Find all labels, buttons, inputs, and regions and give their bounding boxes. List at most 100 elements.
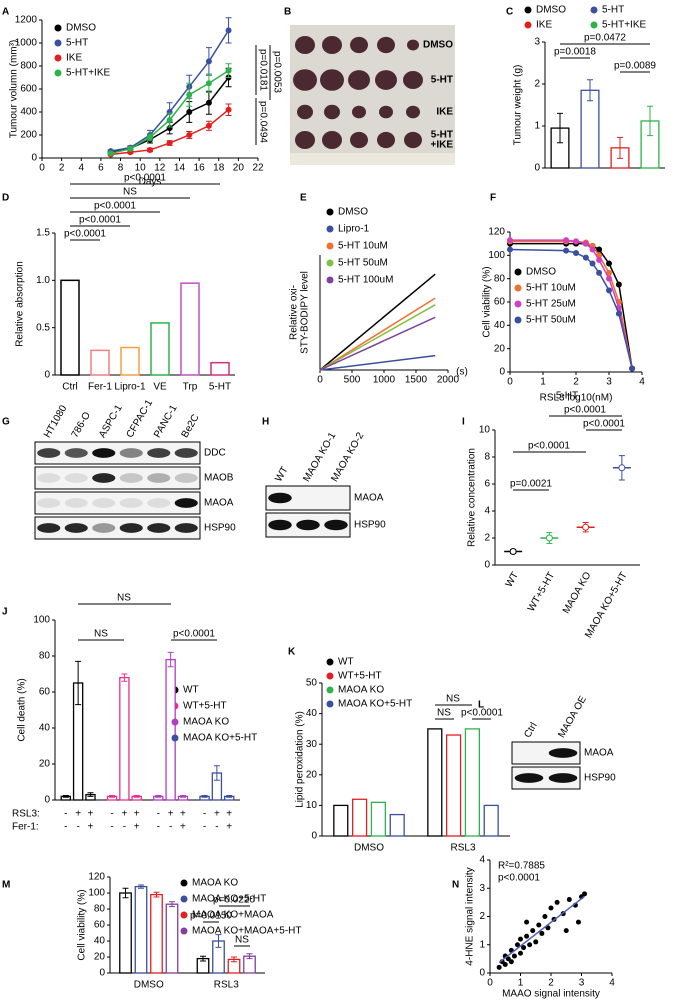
x-tick-label: 6 (98, 163, 104, 174)
legend-marker (326, 276, 334, 284)
legend-marker (54, 69, 62, 77)
blot-band (548, 773, 578, 783)
blot-band (324, 519, 348, 531)
data-point (589, 246, 596, 253)
y-tick-label: 0.5 (36, 322, 50, 333)
bar (165, 658, 176, 801)
condition-sign: - (169, 822, 172, 833)
y-axis-label: Lipid peroxidation (%) (295, 711, 306, 808)
y-tick-label: 100 (488, 250, 505, 261)
data-point (563, 928, 569, 934)
data-point (545, 534, 553, 542)
blot-strip (34, 491, 201, 515)
bar (134, 885, 148, 974)
y-tick-label: 0 (31, 153, 37, 164)
annotation: p<0.0001 (461, 708, 503, 719)
error-bar (87, 792, 94, 797)
panel-label: D (2, 193, 9, 204)
y-tick-label: 0 (484, 560, 490, 571)
data-point (573, 238, 579, 245)
bar (370, 801, 387, 837)
blot-band (37, 473, 61, 483)
bar (90, 349, 110, 376)
condition-sign: + (214, 809, 220, 820)
panel-label: C (506, 7, 513, 18)
legend-label: MAOA KO (192, 878, 238, 889)
error-bar (226, 795, 233, 798)
data-point (554, 899, 560, 905)
x-tick-label: 20 (233, 163, 245, 174)
condition-sign: + (180, 809, 186, 820)
bar (464, 728, 481, 837)
x-tick-label: 1000 (373, 375, 396, 386)
tumour (320, 69, 344, 91)
y-tick-label: 120 (488, 227, 505, 238)
panel-label: H (262, 417, 269, 428)
annotation: p<0.0001 (528, 441, 570, 452)
data-point (502, 962, 508, 968)
error-bar (167, 651, 174, 668)
x-axis-label: RSL3 log10(nM) (540, 393, 613, 404)
x-axis-label: (s) (456, 367, 468, 378)
blot-band (64, 448, 88, 458)
legend-label: 5-HT+IKE (602, 20, 647, 31)
condition-sign: + (226, 809, 232, 820)
y-tick-label: 10 (479, 425, 491, 436)
data-point (225, 27, 232, 34)
data-point (225, 106, 232, 113)
row-label: MAOA (354, 493, 384, 504)
y-tick-label: 0 (44, 795, 50, 806)
error-bar (215, 934, 222, 948)
row-label: IKE (436, 107, 453, 118)
error-bar (109, 795, 116, 798)
data-point (542, 914, 548, 919)
y-tick-label: 20 (39, 759, 51, 770)
annotation: p=0.0089 (614, 61, 656, 72)
error-bar (138, 884, 144, 889)
bar (210, 361, 230, 376)
annotation: p<0.0001 (564, 405, 606, 416)
bar (180, 282, 200, 376)
blot-band (548, 748, 578, 758)
x-tick-label: 1500 (405, 375, 428, 386)
data-point (186, 91, 193, 98)
annotation: p=0.0053 (271, 51, 282, 93)
tumour (379, 105, 393, 119)
series-line (319, 297, 436, 371)
legend-marker (171, 734, 179, 742)
error-bar (155, 795, 162, 798)
tumour (375, 70, 397, 90)
y-tick-label: 1200 (15, 15, 38, 26)
data-point (629, 365, 636, 372)
tumour (293, 69, 317, 91)
condition-sign: - (157, 822, 160, 833)
legend-label: Lipro-1 (338, 224, 370, 235)
panel-label: F (490, 193, 496, 204)
y-tick-label: 40 (39, 723, 51, 734)
x-tick-label: 4 (609, 978, 615, 989)
y-tick-label: 100 (33, 615, 50, 626)
legend-label: DMSO (536, 5, 566, 16)
data-point (205, 58, 212, 65)
y-axis-label: Tumour weight (g) (513, 65, 524, 146)
data-point (606, 260, 612, 267)
annotation: p<0.0001 (64, 229, 106, 240)
data-point (589, 260, 596, 267)
x-tick-label: 4 (639, 377, 645, 388)
x-tick-label: 8 (118, 163, 124, 174)
row-label: +IKE (430, 140, 453, 151)
y-tick-label: 2 (534, 79, 540, 90)
tumour-photo (290, 25, 455, 165)
legend-label: WT+5-HT (183, 701, 227, 712)
x-tick-label: 1 (518, 978, 524, 989)
blot-band (37, 498, 61, 508)
y-tick-label: 800 (20, 61, 37, 72)
x-tick-label: 0 (507, 377, 513, 388)
row-label: MAOA (204, 498, 234, 509)
data-point (582, 254, 589, 261)
legend-label: IKE (66, 53, 82, 64)
y-axis-label: STY-BODIPY level (300, 271, 311, 354)
data-point (596, 269, 603, 276)
y-tick-label: 2 (479, 911, 485, 922)
condition-sign: + (75, 809, 81, 820)
